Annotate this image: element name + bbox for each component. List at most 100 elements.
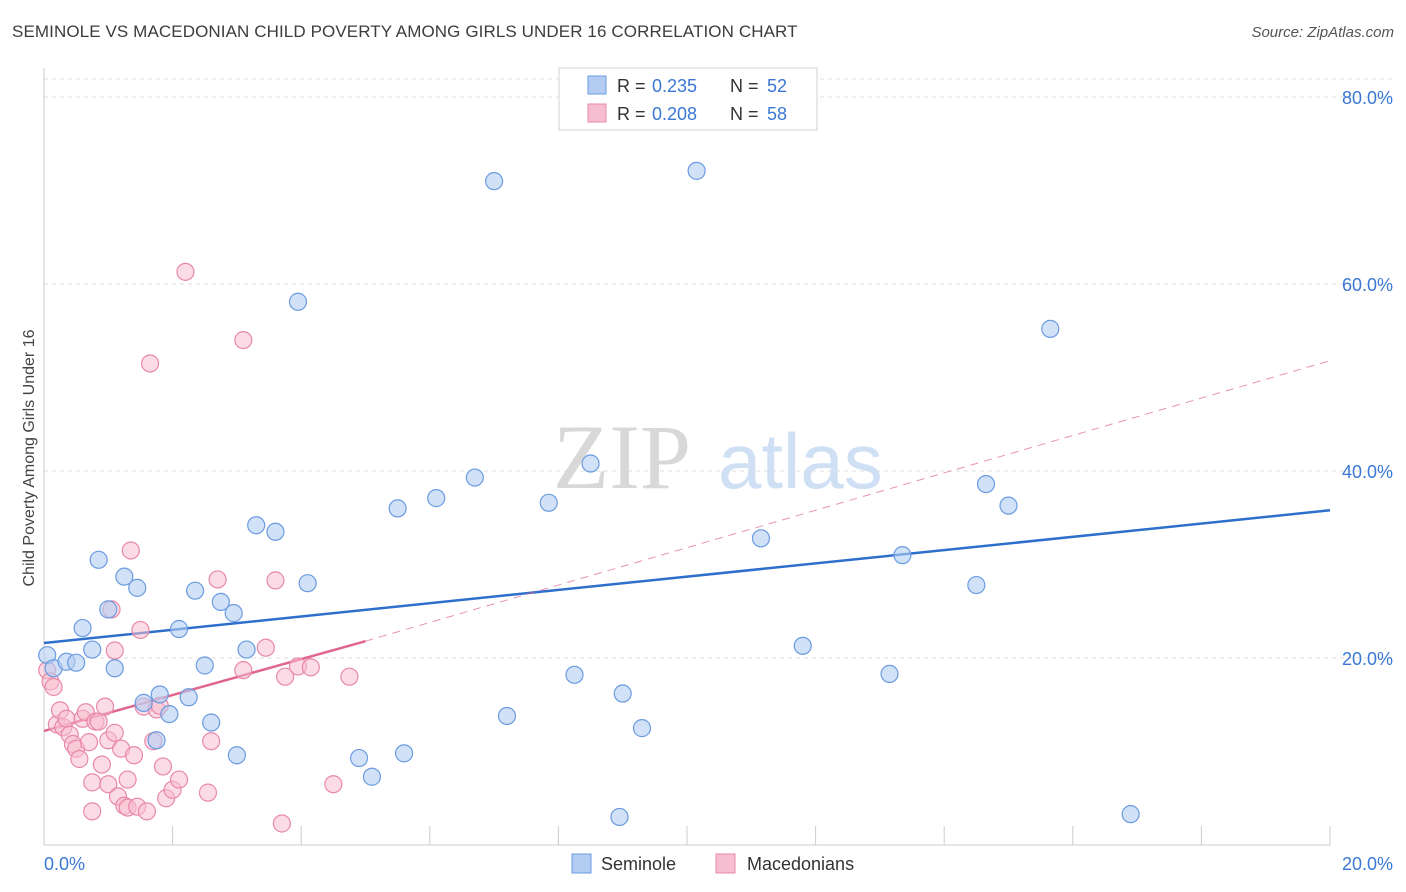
bottom-legend-macedonians: Macedonians [747, 854, 854, 874]
macedonian-point [124, 746, 144, 765]
macedonian-point [83, 802, 102, 821]
y-axis-label: Child Poverty Among Girls Under 16 [21, 329, 38, 586]
seminole-point [134, 693, 153, 712]
seminole-point [224, 604, 243, 623]
seminole-point [67, 653, 86, 672]
legend-r-label-2: R = [617, 104, 646, 124]
chart-title: SEMINOLE VS MACEDONIAN CHILD POVERTY AMO… [12, 22, 798, 41]
macedonian-point [92, 755, 111, 774]
seminole-point [539, 493, 558, 512]
seminole-point [237, 640, 256, 659]
macedonian-point [137, 802, 156, 821]
seminole-point [880, 664, 899, 683]
seminole-point [497, 706, 517, 726]
y-tick-label-60: 60.0% [1342, 275, 1393, 295]
y-tick-label-20: 20.0% [1342, 649, 1393, 669]
macedonian-point [83, 773, 102, 792]
seminole-point [394, 744, 414, 763]
seminole-point [247, 516, 266, 535]
seminole-point [485, 172, 504, 191]
legend-n-value-2: 58 [767, 104, 787, 124]
seminole-point [169, 619, 189, 639]
seminole-point [83, 640, 102, 659]
macedonian-point [140, 354, 160, 373]
macedonian-point [272, 814, 292, 833]
macedonian-point [79, 733, 99, 752]
seminole-point [388, 499, 407, 518]
seminole-point [362, 767, 382, 786]
macedonian-point [266, 571, 285, 590]
seminole-point [565, 665, 584, 684]
macedonian-point [208, 570, 227, 589]
macedonian-point [176, 262, 195, 281]
series-legend: Seminole Macedonians [571, 853, 854, 874]
seminole-point [147, 731, 166, 750]
stats-legend: R = 0.235 N = 52 R = 0.208 N = 58 [558, 67, 818, 131]
seminole-point [967, 575, 986, 595]
seminole-point [115, 567, 134, 586]
seminole-point [128, 578, 147, 597]
seminole-point [211, 592, 230, 612]
seminole-point [105, 659, 124, 678]
seminole-point [298, 574, 317, 593]
legend-swatch-macedonian [587, 103, 607, 123]
seminole-point [632, 719, 652, 738]
seminole-point [613, 684, 632, 703]
seminole-point [1121, 805, 1140, 824]
macedonian-point [202, 732, 221, 751]
grid-lines [44, 78, 1392, 659]
macedonian-point [95, 697, 115, 716]
legend-n-value-1: 52 [767, 76, 787, 96]
y-tick-label-80: 80.0% [1342, 88, 1393, 108]
legend-r-value-1: 0.235 [652, 76, 697, 96]
seminole-point [186, 581, 205, 600]
seminole-point [202, 713, 221, 732]
legend-n-label-2: N = [730, 104, 759, 124]
bottom-legend-swatch-seminole [571, 853, 592, 874]
seminole-point [73, 618, 92, 638]
seminole-point [195, 656, 214, 675]
seminole-point [160, 704, 179, 724]
seminole-point [150, 685, 169, 704]
watermark-atlas: atlas [718, 417, 883, 505]
seminole-point [793, 636, 812, 655]
y-tick-label-40: 40.0% [1342, 462, 1393, 482]
macedonian-point [57, 709, 76, 728]
legend-n-label-1: N = [730, 76, 759, 96]
macedonian-point [131, 620, 150, 640]
axes [43, 68, 1331, 846]
source-label: Source: ZipAtlas.com [1251, 24, 1394, 41]
seminole-point [288, 292, 308, 311]
seminole-point [99, 600, 118, 619]
seminole-point [893, 546, 912, 565]
bottom-legend-swatch-macedonian [715, 853, 736, 874]
seminole-point [266, 522, 285, 541]
legend-r-value-2: 0.208 [652, 104, 697, 124]
seminole-point [976, 474, 996, 494]
seminole-point [427, 489, 446, 508]
macedonian-point [118, 770, 137, 789]
seminole-point [610, 807, 629, 827]
macedonian-point [234, 331, 253, 350]
seminole-trend-line [43, 509, 1331, 645]
seminole-point [1041, 319, 1060, 338]
tick-labels: 0.0% 20.0% 20.0% 40.0% 60.0% 80.0% [44, 88, 1393, 874]
seminole-point [751, 529, 771, 548]
macedonian-point [44, 677, 63, 697]
macedonian-point [234, 661, 253, 680]
macedonian-point [256, 638, 275, 657]
seminole-point [349, 748, 369, 768]
watermark-zip: ZIP [553, 406, 691, 508]
data-points [38, 161, 1140, 833]
seminole-point [465, 468, 484, 487]
macedonian-point [99, 775, 118, 794]
macedonian-point [301, 658, 320, 677]
legend-r-label-1: R = [617, 76, 646, 96]
macedonian-point [169, 770, 189, 789]
macedonian-point [105, 641, 124, 660]
x-tick-label-0: 0.0% [44, 854, 85, 874]
seminole-point [999, 496, 1018, 515]
macedonian-point [340, 667, 359, 686]
macedonian-point [121, 541, 140, 560]
macedonian-point [276, 667, 295, 686]
